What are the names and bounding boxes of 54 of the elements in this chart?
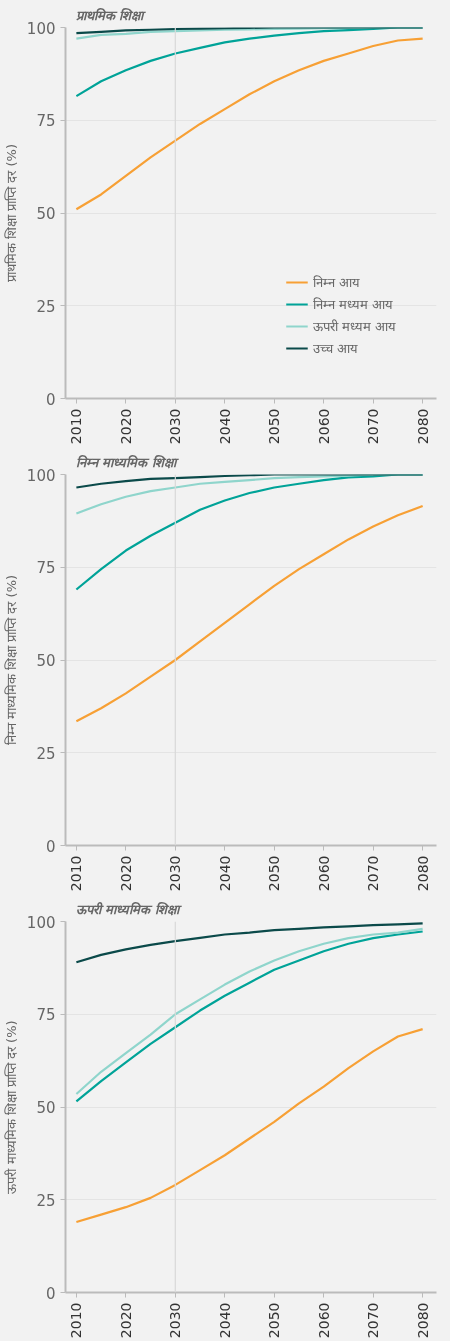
x-tick-label: 2060 bbox=[315, 408, 332, 445]
y-axis-title: ऊपरी माध्यमिक शिक्षा प्राप्ति दर (%) bbox=[3, 1020, 19, 1194]
x-tick-label: 2040 bbox=[216, 1302, 233, 1339]
x-tick-label: 2030 bbox=[167, 855, 184, 892]
y-tick-label: 75 bbox=[36, 559, 56, 578]
y-tick-label: 0 bbox=[45, 837, 56, 856]
x-tick-label: 2050 bbox=[266, 408, 283, 445]
x-tick-label: 2050 bbox=[266, 1302, 283, 1339]
y-axis-title: निम्न माध्यमिक शिक्षा प्राप्ति दर (%) bbox=[3, 574, 19, 746]
chart-title: ऊपरी माध्यमिक शिक्षा bbox=[75, 901, 182, 917]
line-series bbox=[75, 922, 424, 964]
legend-label: निम्न मध्यम आय bbox=[312, 296, 393, 313]
x-tick-label: 2050 bbox=[266, 855, 283, 892]
line-series bbox=[75, 37, 424, 211]
y-axis-title: प्राथमिक शिक्षा प्राप्ति दर (%) bbox=[3, 143, 19, 283]
y-tick-label: 50 bbox=[36, 205, 56, 223]
x-tick-label: 2040 bbox=[216, 855, 233, 892]
y-tick-label: 25 bbox=[36, 297, 56, 316]
y-tick-label: 100 bbox=[26, 19, 56, 38]
x-tick-label: 2080 bbox=[414, 855, 431, 892]
x-tick-label: 2080 bbox=[414, 408, 431, 445]
x-tick-label: 2070 bbox=[365, 855, 382, 892]
y-tick-label: 50 bbox=[36, 1099, 56, 1117]
y-tick-label: 100 bbox=[26, 913, 56, 932]
y-tick-label: 0 bbox=[45, 390, 56, 409]
x-tick-label: 2060 bbox=[315, 855, 332, 892]
y-tick-label: 25 bbox=[36, 1191, 56, 1210]
line-series bbox=[75, 474, 424, 489]
line-series bbox=[75, 504, 424, 723]
y-tick-label: 100 bbox=[26, 466, 56, 485]
x-tick-label: 2020 bbox=[117, 1302, 134, 1339]
x-tick-label: 2010 bbox=[68, 855, 85, 892]
x-tick-label: 2030 bbox=[167, 408, 184, 445]
legend-label: उच्च आय bbox=[312, 340, 358, 357]
x-tick-label: 2030 bbox=[167, 1302, 184, 1339]
y-tick-label: 25 bbox=[36, 744, 56, 763]
x-tick-label: 2020 bbox=[117, 408, 134, 445]
x-tick-label: 2070 bbox=[365, 1302, 382, 1339]
line-series bbox=[75, 1027, 424, 1224]
y-tick-label: 75 bbox=[36, 112, 56, 131]
legend-label: निम्न आय bbox=[312, 274, 360, 291]
x-tick-label: 2020 bbox=[117, 855, 134, 892]
x-tick-label: 2080 bbox=[414, 1302, 431, 1339]
x-tick-label: 2010 bbox=[68, 1302, 85, 1339]
x-tick-label: 2040 bbox=[216, 408, 233, 445]
x-tick-label: 2060 bbox=[315, 1302, 332, 1339]
y-tick-label: 0 bbox=[45, 1284, 56, 1303]
x-tick-label: 2070 bbox=[365, 408, 382, 445]
chart-title: प्राथमिक शिक्षा bbox=[75, 7, 147, 23]
chart-title: निम्न माध्यमिक शिक्षा bbox=[75, 454, 179, 470]
legend-label: ऊपरी मध्यम आय bbox=[312, 318, 396, 335]
y-tick-label: 50 bbox=[36, 652, 56, 670]
x-tick-label: 2010 bbox=[68, 408, 85, 445]
y-tick-label: 75 bbox=[36, 1006, 56, 1025]
